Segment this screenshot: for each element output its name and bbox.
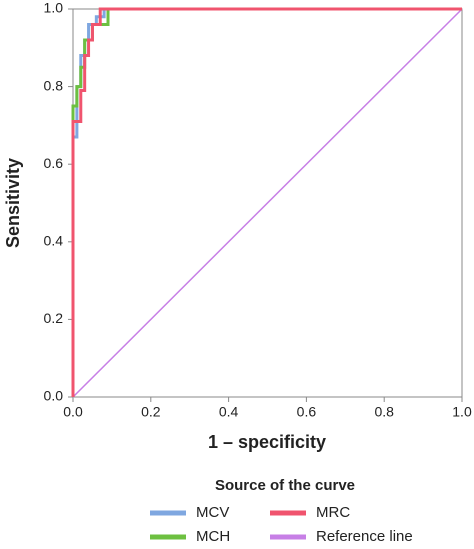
roc-curve <box>71 7 462 397</box>
legend-label: MRC <box>316 504 350 521</box>
y-tick-label: 0.4 <box>44 233 64 249</box>
x-tick-label: 1.0 <box>452 404 472 420</box>
y-tick-label: 0.6 <box>44 155 64 171</box>
y-tick-label: 0.8 <box>44 77 64 93</box>
legend-label: MCH <box>196 528 230 545</box>
legend-label: MCV <box>196 504 229 521</box>
y-axis-label: Sensitivity <box>3 158 23 248</box>
x-tick-label: 0.4 <box>219 404 239 420</box>
x-axis-label: 1 – specificity <box>208 432 326 452</box>
y-tick-label: 0.0 <box>44 388 64 404</box>
y-tick-label: 1.0 <box>44 0 64 16</box>
y-tick-label: 0.2 <box>44 310 64 326</box>
roc-curve <box>72 8 463 398</box>
x-tick-label: 0.6 <box>297 404 317 420</box>
x-tick-label: 0.0 <box>63 404 83 420</box>
legend-label: Reference line <box>316 528 413 545</box>
x-tick-label: 0.8 <box>374 404 394 420</box>
x-tick-label: 0.2 <box>141 404 161 420</box>
legend-title: Source of the curve <box>215 477 355 494</box>
